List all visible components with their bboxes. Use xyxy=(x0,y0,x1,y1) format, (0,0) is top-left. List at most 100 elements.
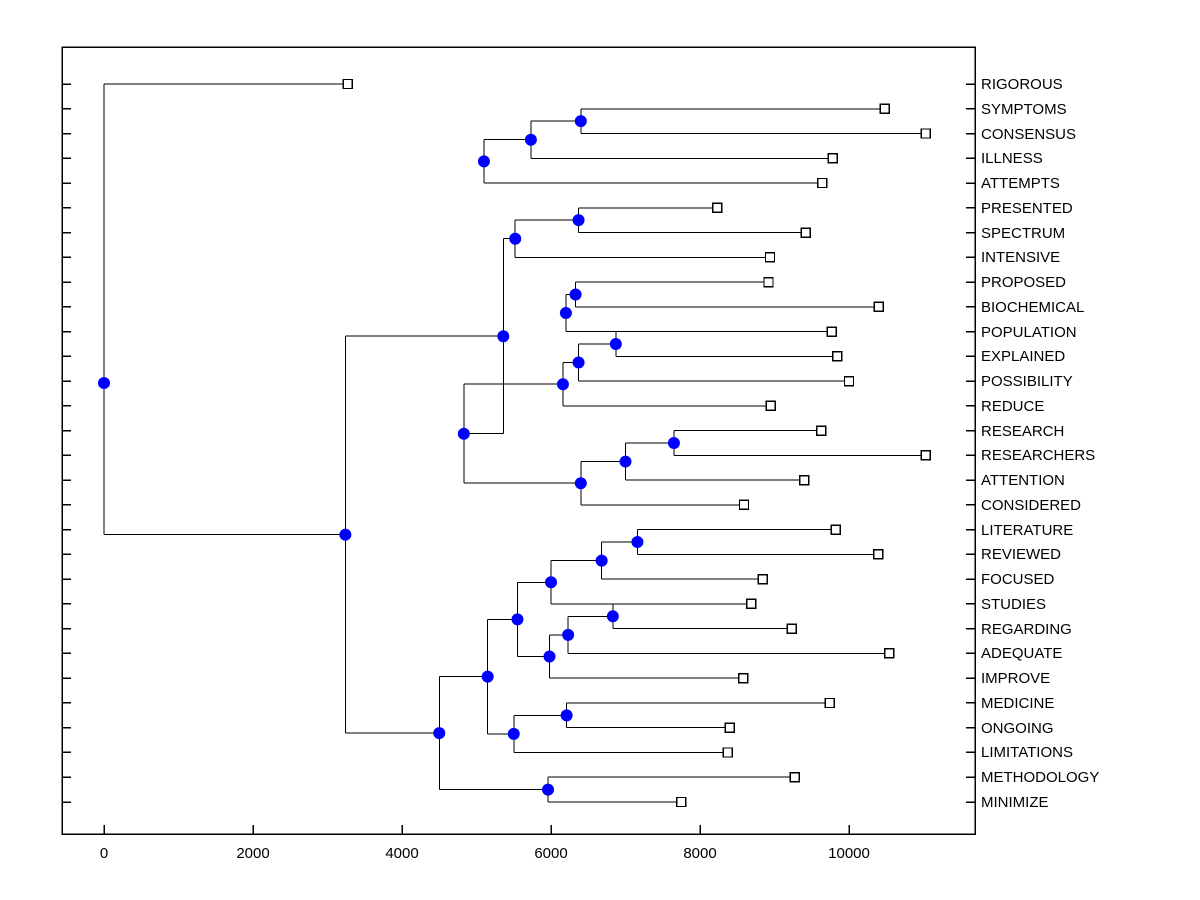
merge-node xyxy=(98,377,110,389)
leaf-marker xyxy=(738,499,750,511)
leaf-label: LIMITATIONS xyxy=(981,744,1073,762)
leaf-marker xyxy=(843,375,855,387)
leaf-label: PRESENTED xyxy=(981,199,1073,217)
leaf-marker xyxy=(738,673,749,684)
leaf-marker xyxy=(920,450,931,461)
leaf-marker xyxy=(799,474,810,486)
leaf-label: CONSENSUS xyxy=(981,125,1077,143)
x-tick-label: 8000 xyxy=(683,845,717,862)
leaf-label: ONGOING xyxy=(981,719,1054,737)
leaf-marker xyxy=(676,796,687,808)
leaf-marker xyxy=(816,425,827,436)
leaf-label: REGARDING xyxy=(981,620,1072,638)
leaf-marker xyxy=(763,276,774,288)
merge-node xyxy=(481,670,494,683)
merge-node xyxy=(574,477,587,490)
leaf-markers xyxy=(342,78,931,808)
leaf-marker xyxy=(757,573,768,585)
merge-node xyxy=(572,356,585,369)
x-tick-label: 2000 xyxy=(236,845,270,862)
leaf-label: RIGOROUS xyxy=(981,76,1063,93)
leaf-label: POPULATION xyxy=(981,323,1077,341)
merge-node xyxy=(457,427,470,440)
leaf-label: ATTEMPTS xyxy=(981,175,1060,193)
merge-node xyxy=(556,378,569,391)
leaf-label: PROPOSED xyxy=(981,274,1067,292)
leaf-marker xyxy=(879,103,890,114)
leaf-marker xyxy=(816,177,828,189)
leaf-label: IMPROVE xyxy=(981,670,1051,688)
merge-node xyxy=(562,628,575,641)
leaf-marker xyxy=(711,202,723,213)
merge-node xyxy=(524,133,537,146)
merge-node xyxy=(609,337,622,350)
leaf-label: MINIMIZE xyxy=(981,794,1049,811)
leaf-marker xyxy=(342,78,353,90)
merge-node xyxy=(542,783,555,796)
leaf-marker xyxy=(830,524,841,535)
x-tick-label: 6000 xyxy=(534,845,568,862)
leaf-marker xyxy=(786,623,797,634)
merge-node xyxy=(559,307,572,320)
leaf-marker xyxy=(800,227,811,238)
leaf-label: POSSIBILITY xyxy=(981,373,1073,391)
merge-node xyxy=(339,528,352,541)
x-tick-label: 10000 xyxy=(828,845,870,862)
leaf-label: CONSIDERED xyxy=(981,496,1082,514)
merge-node xyxy=(606,610,619,623)
leaf-label: BIOCHEMICAL xyxy=(981,298,1085,316)
merge-node xyxy=(507,727,520,740)
leaf-marker xyxy=(920,128,931,139)
dendrogram-links xyxy=(103,83,926,803)
leaf-marker xyxy=(765,400,776,412)
leaf-label: INTENSIVE xyxy=(981,249,1061,267)
merge-node xyxy=(595,554,608,567)
leaf-marker xyxy=(824,697,835,709)
axes-frame xyxy=(61,46,976,835)
leaf-label: REVIEWED xyxy=(981,546,1062,564)
merge-node xyxy=(543,650,556,663)
merge-node xyxy=(572,214,585,227)
leaf-label: LITERATURE xyxy=(981,521,1074,539)
leaf-marker xyxy=(831,351,843,362)
plot-frame xyxy=(61,46,976,835)
leaf-label: RESEARCH xyxy=(981,422,1065,440)
merge-node xyxy=(433,727,446,740)
leaf-marker xyxy=(826,326,838,337)
leaf-label: STUDIES xyxy=(981,595,1047,613)
merge-node xyxy=(631,536,644,549)
leaf-label: REDUCE xyxy=(981,397,1045,415)
merge-node xyxy=(511,613,524,626)
merge-node xyxy=(619,455,632,468)
x-tick-label: 4000 xyxy=(385,845,419,862)
leaf-marker xyxy=(884,648,895,659)
leaf-label: FOCUSED xyxy=(981,571,1055,589)
merge-node xyxy=(545,576,557,589)
leaf-label: SYMPTOMS xyxy=(981,100,1067,118)
merge-node xyxy=(497,330,510,343)
leaf-label: RESEARCHERS xyxy=(981,447,1096,465)
merge-node xyxy=(574,115,587,128)
leaf-label: ATTENTION xyxy=(981,472,1065,490)
merge-node xyxy=(477,155,490,168)
leaf-label: METHODOLOGY xyxy=(981,769,1100,787)
leaf-marker xyxy=(764,252,776,263)
merge-node-markers xyxy=(98,115,680,796)
leaf-label: ILLNESS xyxy=(981,150,1043,168)
leaf-marker xyxy=(724,722,735,733)
leaf-marker xyxy=(872,549,884,560)
x-tick-label: 0 xyxy=(99,845,109,862)
leaf-label: SPECTRUM xyxy=(981,224,1066,242)
merge-node xyxy=(509,232,522,245)
leaf-marker xyxy=(746,598,757,610)
leaf-label: ADEQUATE xyxy=(981,645,1063,663)
leaf-label: EXPLAINED xyxy=(981,348,1066,366)
merge-node xyxy=(667,437,680,449)
leaf-label: MEDICINE xyxy=(981,694,1055,712)
leaf-marker xyxy=(722,747,733,758)
merge-node xyxy=(560,709,573,722)
merge-node xyxy=(569,288,582,301)
leaf-marker xyxy=(873,301,884,313)
